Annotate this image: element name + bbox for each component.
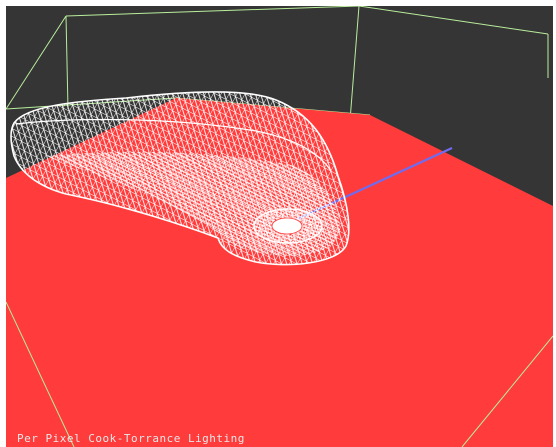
- bounding-box-front: [6, 301, 553, 447]
- viewport-caption: Per Pixel Cook-Torrance Lighting: [17, 432, 245, 445]
- scene-canvas: [6, 6, 553, 447]
- mesh-top-ridge: [15, 118, 332, 172]
- render-viewport[interactable]: Per Pixel Cook-Torrance Lighting: [6, 6, 553, 447]
- wireframe-mesh: [10, 91, 350, 266]
- mesh-highlight-core: [271, 217, 303, 235]
